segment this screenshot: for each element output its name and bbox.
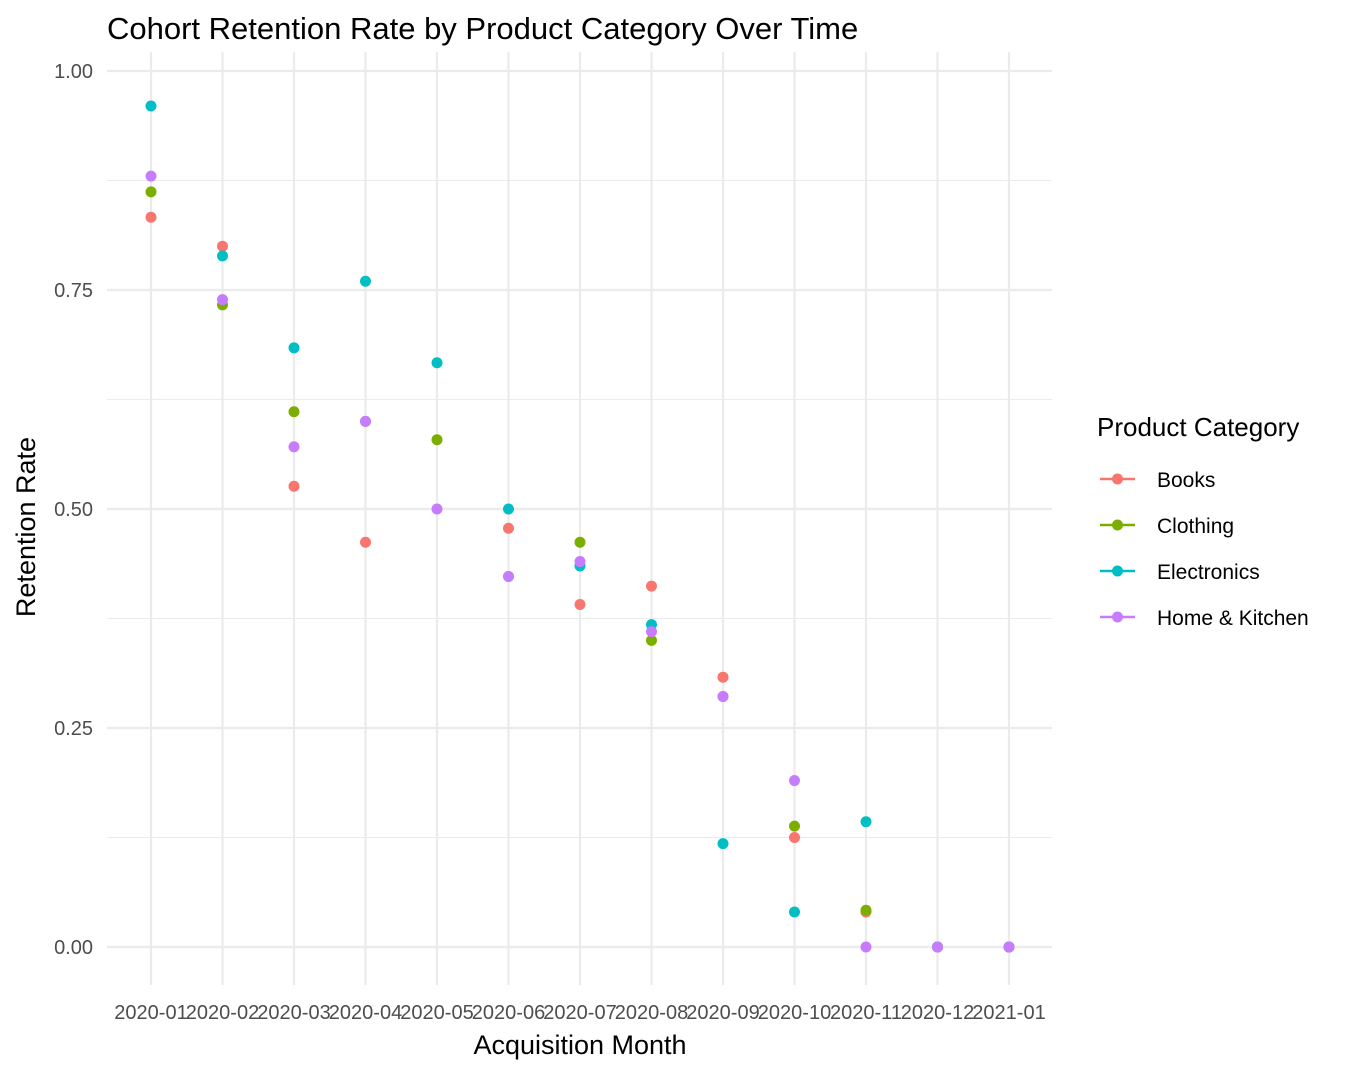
x-tick-label: 2020-04 [329,1002,402,1024]
data-point [145,186,157,198]
data-point [288,480,300,492]
x-axis-ticks: 2020-012020-022020-032020-042020-052020-… [114,1002,1045,1024]
data-point [360,275,371,287]
legend-label: Home & Kitchen [1157,607,1309,630]
data-point [288,406,300,418]
data-point [932,941,943,953]
data-point [646,634,657,646]
data-point [288,441,300,453]
x-tick-label: 2020-07 [543,1002,616,1024]
legend-key-point [1112,611,1123,623]
legend-key-point [1112,519,1123,531]
y-tick-label: 0.00 [54,937,93,959]
legend-title: Product Category [1097,412,1299,442]
data-point [646,626,657,638]
chart-title: Cohort Retention Rate by Product Categor… [107,11,858,46]
data-point [503,570,514,582]
legend-label: Clothing [1157,515,1234,538]
y-tick-label: 0.75 [54,280,93,302]
x-tick-label: 2021-01 [972,1002,1045,1024]
data-point [360,415,371,427]
x-tick-label: 2020-05 [400,1002,473,1024]
x-tick-label: 2020-01 [114,1002,187,1024]
data-point [717,838,729,850]
legend-label: Electronics [1157,561,1260,584]
y-tick-label: 1.00 [54,61,93,83]
data-point [789,775,800,787]
legend: Product Category Books Clothing Electronic… [1097,412,1309,630]
y-tick-label: 0.25 [54,718,93,740]
data-point [503,522,514,534]
data-point [217,294,228,306]
data-point [860,816,872,828]
legend-key-point [1112,565,1123,577]
data-point [145,211,157,223]
data-point [646,580,657,592]
data-point [717,671,729,683]
y-axis-title: Retention Rate [11,437,41,617]
data-point [789,832,800,843]
data-point [789,820,800,832]
data-point [145,170,157,182]
data-point [360,536,371,548]
data-point [574,598,586,610]
x-tick-label: 2020-08 [615,1002,688,1024]
data-point [288,342,300,354]
data-point [431,434,443,446]
data-points [145,100,1015,953]
x-tick-label: 2020-02 [186,1002,259,1024]
x-tick-label: 2020-11 [830,1002,902,1024]
y-tick-label: 0.50 [54,499,93,521]
data-point [503,503,514,515]
data-point [860,941,872,953]
data-point [1003,941,1015,953]
x-tick-label: 2020-06 [472,1002,545,1024]
gridlines [107,52,1052,985]
data-point [431,357,443,369]
y-axis-ticks: 0.00 0.25 0.50 0.75 1.00 [54,61,93,959]
data-point [431,503,443,515]
data-point [717,690,729,702]
data-point [145,100,157,112]
x-axis-title: Acquisition Month [473,1030,686,1060]
x-tick-label: 2020-10 [758,1002,831,1024]
x-tick-label: 2020-12 [901,1002,974,1024]
legend-label: Books [1157,469,1215,492]
x-tick-label: 2020-09 [686,1002,759,1024]
data-point [860,904,872,916]
data-point [217,250,228,262]
data-point [217,240,228,252]
x-tick-label: 2020-03 [257,1002,330,1024]
data-point [574,536,586,548]
data-point [789,906,800,918]
data-point [574,556,586,568]
legend-key-point [1112,473,1123,485]
